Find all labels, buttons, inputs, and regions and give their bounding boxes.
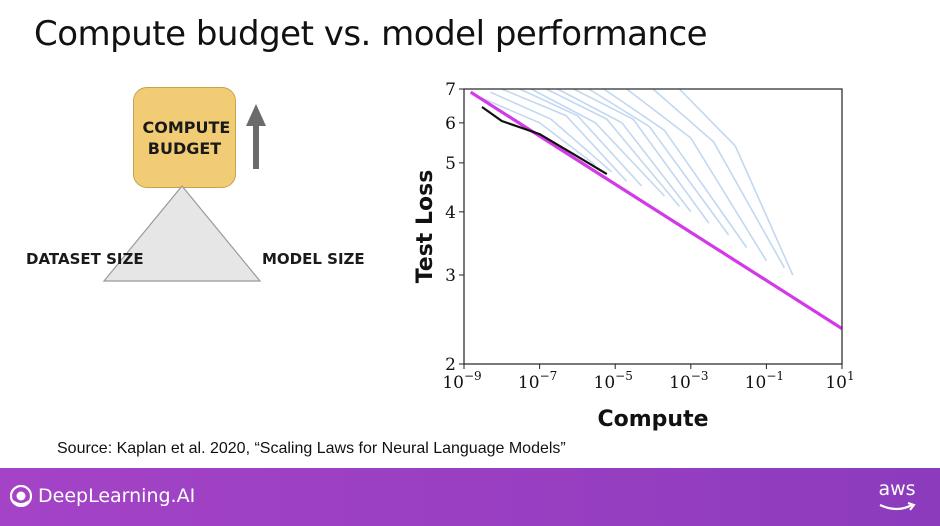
training-curve xyxy=(530,88,665,197)
footer-bar: DeepLearning.AI aws xyxy=(0,468,940,526)
x-axis-label: Compute xyxy=(597,407,708,432)
aws-logo[interactable]: aws xyxy=(874,479,920,517)
dataset-size-label: DATASET SIZE xyxy=(26,250,144,268)
plot-frame xyxy=(463,88,843,365)
training-curve xyxy=(490,91,613,173)
compute-budget-label: COMPUTE BUDGET xyxy=(142,117,231,158)
y-tick-label: 6 xyxy=(445,114,456,134)
training-curve xyxy=(678,88,794,276)
training-curve xyxy=(588,88,730,236)
training-curve xyxy=(501,88,628,182)
x-tick-label: 10−1 xyxy=(745,369,784,393)
compute-budget-box: COMPUTE BUDGET xyxy=(133,87,236,188)
training-curve xyxy=(603,88,748,248)
training-curve xyxy=(545,88,681,207)
deeplearning-icon xyxy=(10,485,32,507)
slide-title: Compute budget vs. model performance xyxy=(34,14,708,54)
y-tick-label: 3 xyxy=(445,266,456,286)
frontier-line xyxy=(469,90,843,330)
y-tick-label: 4 xyxy=(445,203,456,223)
triangle-diagram xyxy=(102,185,262,282)
source-citation: Source: Kaplan et al. 2020, “Scaling Law… xyxy=(57,440,566,457)
training-curve xyxy=(652,88,786,269)
aws-text: aws xyxy=(878,478,916,500)
x-tick-label: 10−7 xyxy=(518,369,557,393)
scaling-law-chart: 10−9 10−7 10−5 10−3 10−1 101 2 3 4 5 6 7 Compute Test… xyxy=(413,80,855,432)
x-tick-label: 101 xyxy=(825,369,854,393)
y-tick-label: 5 xyxy=(445,154,456,174)
y-tick-label: 7 xyxy=(445,80,456,100)
x-tick-label: 10−5 xyxy=(594,369,633,393)
deeplearning-logo[interactable]: DeepLearning.AI xyxy=(10,485,195,507)
training-curve xyxy=(519,88,643,187)
y-tick-label: 2 xyxy=(445,355,456,375)
brand-name: DeepLearning.AI xyxy=(38,485,196,507)
up-arrow-icon xyxy=(246,104,266,169)
training-curve xyxy=(475,94,596,166)
x-tick-label: 10−9 xyxy=(442,369,481,393)
aws-smile-icon xyxy=(879,502,916,511)
training-curve xyxy=(626,88,768,262)
model-size-label: MODEL SIZE xyxy=(262,250,365,268)
training-curve xyxy=(573,88,710,224)
training-curve xyxy=(557,88,692,213)
x-tick-label: 10−3 xyxy=(669,369,708,393)
y-axis-label: Test Loss xyxy=(413,170,438,284)
best-run-line xyxy=(481,106,608,176)
